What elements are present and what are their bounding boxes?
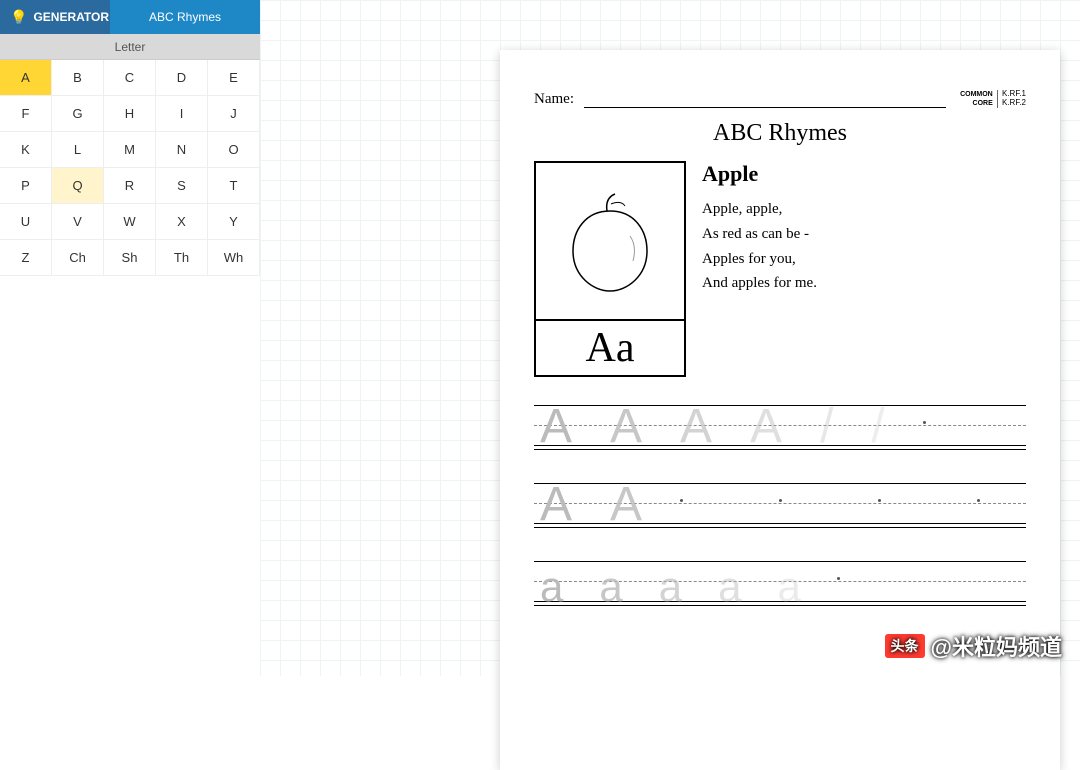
- letter-cell-th[interactable]: Th: [156, 240, 208, 276]
- letter-cell-y[interactable]: Y: [208, 204, 260, 240]
- letter-lower: a: [616, 324, 635, 372]
- cc-top: COMMON: [960, 91, 993, 98]
- trace-glyph: A: [680, 399, 714, 454]
- letter-cell-l[interactable]: L: [52, 132, 104, 168]
- letter-cell-j[interactable]: J: [208, 96, 260, 132]
- watermark-badge: 头条: [885, 634, 925, 658]
- letter-cell-k[interactable]: K: [0, 132, 52, 168]
- sidebar: 💡 GENERATOR ABC Rhymes Letter ABCDE FGHIJ…: [0, 0, 260, 676]
- rhyme-title: Apple: [702, 161, 817, 187]
- name-input-line[interactable]: [584, 90, 946, 108]
- trace-section: AAAA// AA aaaaa: [534, 397, 1026, 609]
- letter-cell-c[interactable]: C: [104, 60, 156, 96]
- letter-image-box: Aa: [534, 161, 686, 377]
- letter-cell-sh[interactable]: Sh: [104, 240, 156, 276]
- letter-cell-wh[interactable]: Wh: [208, 240, 260, 276]
- letter-cell-i[interactable]: I: [156, 96, 208, 132]
- canvas-area: Name: COMMON K.RF.1 CORE K.RF.2 ABC Rhym…: [260, 0, 1080, 676]
- name-label: Name:: [534, 91, 574, 108]
- trace-glyph: a: [599, 563, 622, 611]
- worksheet-content: Aa Apple Apple, apple,As red as can be -…: [534, 161, 1026, 377]
- worksheet-header: Name: COMMON K.RF.1 CORE K.RF.2: [534, 90, 1026, 108]
- trace-glyph: a: [718, 563, 741, 611]
- letter-cell-d[interactable]: D: [156, 60, 208, 96]
- trace-glyph: a: [540, 563, 563, 611]
- trace-start-dot: [923, 421, 926, 424]
- letter-cell-m[interactable]: M: [104, 132, 156, 168]
- cc-code-2: K.RF.2: [1002, 98, 1026, 107]
- cc-bottom: CORE: [973, 100, 993, 107]
- tab-generator-label: GENERATOR: [33, 10, 109, 24]
- letter-cell-e[interactable]: E: [208, 60, 260, 96]
- letter-display: Aa: [536, 321, 684, 375]
- apple-image: [536, 163, 684, 321]
- tab-abc-rhymes[interactable]: ABC Rhymes: [110, 0, 260, 34]
- letter-upper: A: [586, 324, 616, 372]
- letter-cell-o[interactable]: O: [208, 132, 260, 168]
- section-letter-title: Letter: [115, 40, 146, 54]
- letter-cell-h[interactable]: H: [104, 96, 156, 132]
- letter-grid: ABCDE FGHIJ KLMNO PQRST UVWXY ZChShThWh: [0, 60, 260, 276]
- trace-glyph: A: [750, 399, 784, 454]
- cc-code-1: K.RF.1: [1002, 89, 1026, 98]
- trace-glyph: /: [871, 399, 886, 454]
- letter-cell-v[interactable]: V: [52, 204, 104, 240]
- trace-line-upper-2: AA: [534, 475, 1026, 531]
- letter-cell-b[interactable]: B: [52, 60, 104, 96]
- watermark: 头条 @米粒妈频道: [885, 630, 1062, 662]
- trace-line-upper-1: AAAA//: [534, 397, 1026, 453]
- rhyme-text: Apple, apple,As red as can be -Apples fo…: [702, 197, 817, 296]
- trace-glyph: A: [540, 399, 574, 454]
- letter-cell-a[interactable]: A: [0, 60, 52, 96]
- trace-glyph: a: [659, 563, 682, 611]
- trace-glyph: A: [540, 477, 574, 532]
- letter-cell-t[interactable]: T: [208, 168, 260, 204]
- trace-glyph: a: [777, 563, 800, 611]
- common-core-badge: COMMON K.RF.1 CORE K.RF.2: [960, 90, 1026, 108]
- letter-cell-z[interactable]: Z: [0, 240, 52, 276]
- worksheet-page: Name: COMMON K.RF.1 CORE K.RF.2 ABC Rhym…: [500, 50, 1060, 770]
- letter-cell-w[interactable]: W: [104, 204, 156, 240]
- letter-cell-f[interactable]: F: [0, 96, 52, 132]
- letter-cell-u[interactable]: U: [0, 204, 52, 240]
- trace-start-dot: [680, 499, 683, 502]
- apple-icon: [555, 186, 665, 296]
- letter-cell-n[interactable]: N: [156, 132, 208, 168]
- trace-glyph: A: [610, 399, 644, 454]
- letter-cell-q[interactable]: Q: [52, 168, 104, 204]
- letter-cell-ch[interactable]: Ch: [52, 240, 104, 276]
- letter-cell-g[interactable]: G: [52, 96, 104, 132]
- section-letter-header: Letter: [0, 34, 260, 60]
- worksheet-title: ABC Rhymes: [534, 120, 1026, 147]
- watermark-text: @米粒妈频道: [931, 630, 1062, 662]
- trace-glyph: A: [610, 477, 644, 532]
- lightbulb-icon: 💡: [10, 9, 27, 26]
- app-root: 💡 GENERATOR ABC Rhymes Letter ABCDEFGHIJ…: [0, 0, 1080, 676]
- letter-cell-r[interactable]: R: [104, 168, 156, 204]
- trace-start-dot: [837, 577, 840, 580]
- trace-glyph: /: [820, 399, 835, 454]
- letter-cell-x[interactable]: X: [156, 204, 208, 240]
- tab-rhymes-label: ABC Rhymes: [149, 10, 221, 24]
- rhyme-block: Apple Apple, apple,As red as can be -App…: [702, 161, 817, 377]
- letter-cell-p[interactable]: P: [0, 168, 52, 204]
- letter-cell-s[interactable]: S: [156, 168, 208, 204]
- tabs: 💡 GENERATOR ABC Rhymes: [0, 0, 260, 34]
- trace-line-lower-1: aaaaa: [534, 553, 1026, 609]
- tab-generator[interactable]: 💡 GENERATOR: [0, 0, 110, 34]
